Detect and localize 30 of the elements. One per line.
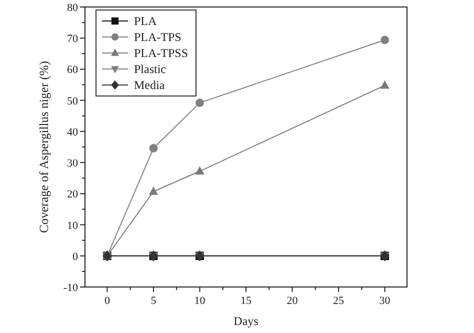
y-tick-label: 50 — [67, 95, 78, 108]
x-tick-label: 15 — [240, 295, 252, 307]
y-tick-label: 40 — [67, 126, 78, 138]
point — [196, 98, 204, 108]
y-tick-label: 0 — [72, 250, 78, 263]
point — [195, 166, 204, 175]
x-axis-title: Days — [234, 314, 259, 328]
y-tick-label: 80 — [67, 2, 78, 14]
x-tick-label: 0 — [104, 295, 110, 307]
x-tick-label: 5 — [150, 295, 157, 307]
y-tick-label: 10 — [67, 220, 78, 232]
point — [380, 80, 390, 89]
point — [148, 186, 158, 195]
y-tick-label: 30 — [67, 158, 78, 170]
y-tick-label: 20 — [67, 188, 78, 201]
legend-label: PLA-TPSS — [134, 46, 188, 60]
legend-label: Plastic — [134, 62, 166, 76]
x-tick-label: 10 — [194, 295, 206, 307]
legend-label: PLA-TPS — [134, 30, 182, 44]
point — [380, 36, 389, 44]
y-axis-title: Coverage of Aspergillus niger (%) — [37, 61, 51, 233]
legend-label: Media — [134, 78, 166, 92]
x-tick-label: 25 — [333, 295, 345, 307]
x-tick-label: 20 — [286, 295, 298, 307]
y-tick-label: 60 — [67, 64, 78, 76]
x-tick-label: 30 — [379, 295, 391, 307]
point — [149, 144, 158, 152]
y-tick-label: -10 — [63, 282, 78, 294]
legend-label: PLA — [134, 14, 158, 28]
y-tick-label: 70 — [67, 33, 78, 46]
